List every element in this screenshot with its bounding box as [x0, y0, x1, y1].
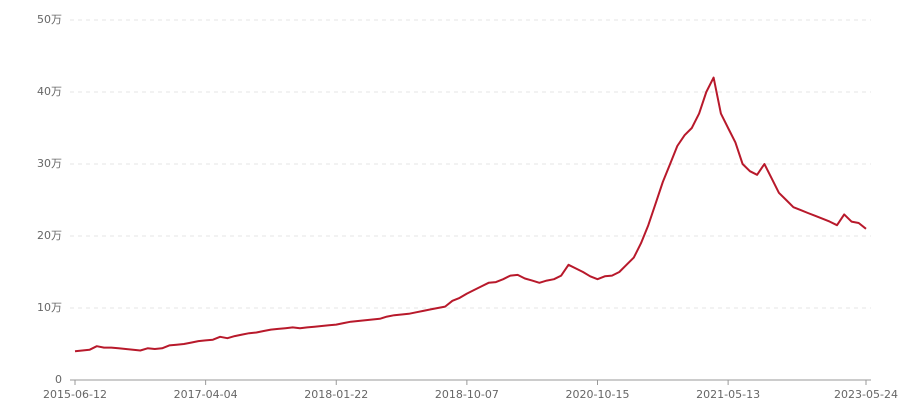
x-tick-label: 2015-06-12	[43, 388, 107, 400]
y-tick-label: 10万	[37, 301, 62, 314]
y-tick-label: 40万	[37, 85, 62, 98]
x-tick-label: 2018-10-07	[435, 388, 499, 400]
x-tick-label: 2023-05-24	[834, 388, 898, 400]
y-tick-label: 30万	[37, 157, 62, 170]
y-tick-label: 0	[55, 373, 62, 386]
line	[74, 76, 867, 353]
x-tick-label: 2020-10-15	[566, 388, 630, 400]
x-tick-label: 2017-04-04	[174, 388, 238, 400]
y-tick-label: 50万	[37, 13, 62, 26]
x-tick-label: 2018-01-22	[304, 388, 368, 400]
y-tick-label: 20万	[37, 229, 62, 242]
x-tick-label: 2021-05-13	[696, 388, 760, 400]
